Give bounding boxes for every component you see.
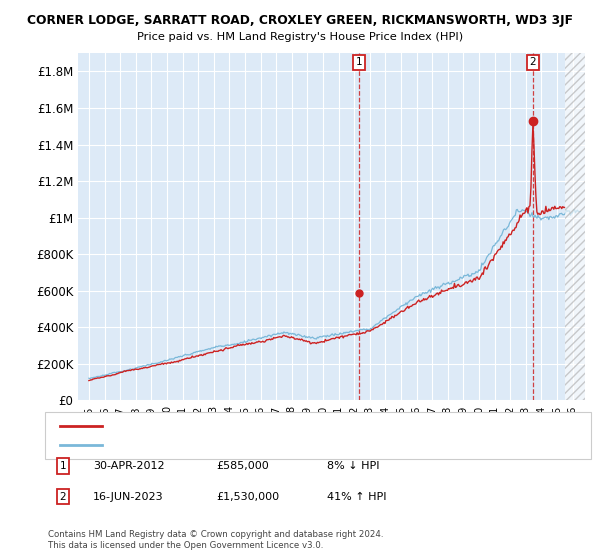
Text: This data is licensed under the Open Government Licence v3.0.: This data is licensed under the Open Gov…: [48, 541, 323, 550]
Text: 1: 1: [356, 57, 362, 67]
Text: £1,530,000: £1,530,000: [216, 492, 279, 502]
Text: Price paid vs. HM Land Registry's House Price Index (HPI): Price paid vs. HM Land Registry's House …: [137, 32, 463, 43]
Text: 2: 2: [59, 492, 67, 502]
Text: 30-APR-2012: 30-APR-2012: [93, 461, 164, 471]
Text: 8% ↓ HPI: 8% ↓ HPI: [327, 461, 380, 471]
Text: HPI: Average price, detached house, Three Rivers: HPI: Average price, detached house, Thre…: [111, 440, 358, 450]
Text: CORNER LODGE, SARRATT ROAD, CROXLEY GREEN, RICKMANSWORTH, WD3 3JF (detach: CORNER LODGE, SARRATT ROAD, CROXLEY GREE…: [111, 421, 549, 431]
Text: 2: 2: [530, 57, 536, 67]
Text: 41% ↑ HPI: 41% ↑ HPI: [327, 492, 386, 502]
Polygon shape: [565, 53, 588, 400]
Text: 16-JUN-2023: 16-JUN-2023: [93, 492, 164, 502]
Text: £585,000: £585,000: [216, 461, 269, 471]
Text: 1: 1: [59, 461, 67, 471]
Text: CORNER LODGE, SARRATT ROAD, CROXLEY GREEN, RICKMANSWORTH, WD3 3JF: CORNER LODGE, SARRATT ROAD, CROXLEY GREE…: [27, 14, 573, 27]
Text: Contains HM Land Registry data © Crown copyright and database right 2024.: Contains HM Land Registry data © Crown c…: [48, 530, 383, 539]
